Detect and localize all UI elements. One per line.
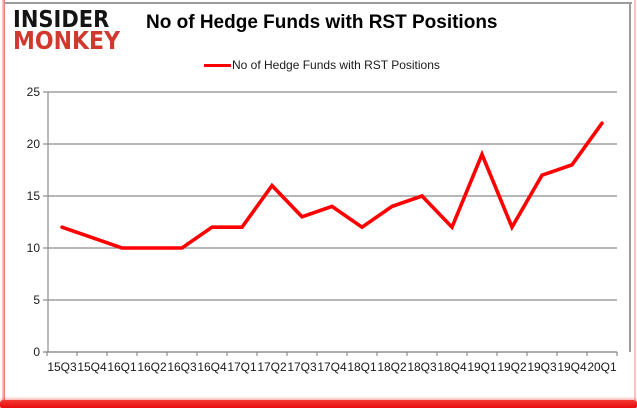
x-tick-label: 17Q3 xyxy=(287,360,317,374)
y-tick-label: 25 xyxy=(27,85,41,99)
red-border-left xyxy=(2,0,5,400)
x-tick-label: 17Q1 xyxy=(227,360,257,374)
series-line xyxy=(60,121,604,250)
x-tick-label: 17Q2 xyxy=(257,360,287,374)
y-tick-label: 5 xyxy=(33,293,40,307)
x-tick-label: 18Q4 xyxy=(437,360,467,374)
x-tick-label: 18Q2 xyxy=(377,360,407,374)
x-tick-label: 15Q4 xyxy=(77,360,107,374)
red-border-bottom xyxy=(0,400,637,408)
y-tick-label: 10 xyxy=(27,241,41,255)
x-tick-label: 16Q4 xyxy=(197,360,227,374)
y-tick-label: 15 xyxy=(27,189,41,203)
legend-label: No of Hedge Funds with RST Positions xyxy=(232,58,440,72)
legend: No of Hedge Funds with RST Positions xyxy=(204,58,440,72)
chart-border-right xyxy=(629,2,631,352)
logo-text-insider: INSIDER xyxy=(13,5,110,33)
x-tick-label: 16Q3 xyxy=(167,360,197,374)
red-border-right xyxy=(634,0,636,400)
x-tick-label: 16Q1 xyxy=(107,360,137,374)
x-tick-label: 19Q4 xyxy=(557,360,587,374)
x-tick-label: 19Q1 xyxy=(467,360,497,374)
logo-text-monkey: MONKEY xyxy=(13,27,121,56)
x-tick-label: 17Q4 xyxy=(317,360,347,374)
x-tick-label: 16Q2 xyxy=(137,360,167,374)
x-tick-label: 19Q3 xyxy=(527,360,557,374)
x-tick-label: 20Q1 xyxy=(587,360,617,374)
legend-line-swatch xyxy=(204,63,231,67)
chart-title: No of Hedge Funds with RST Positions xyxy=(146,12,498,33)
chart-border-top xyxy=(4,2,632,4)
x-tick-label: 18Q1 xyxy=(347,360,377,374)
y-tick-label: 20 xyxy=(27,137,41,151)
x-tick-label: 18Q3 xyxy=(407,360,437,374)
x-tick-label: 19Q2 xyxy=(497,360,527,374)
insider-monkey-logo: INSIDER MONKEY xyxy=(13,5,121,56)
x-tick-label: 15Q3 xyxy=(47,360,77,374)
y-tick-label: 0 xyxy=(33,345,40,359)
